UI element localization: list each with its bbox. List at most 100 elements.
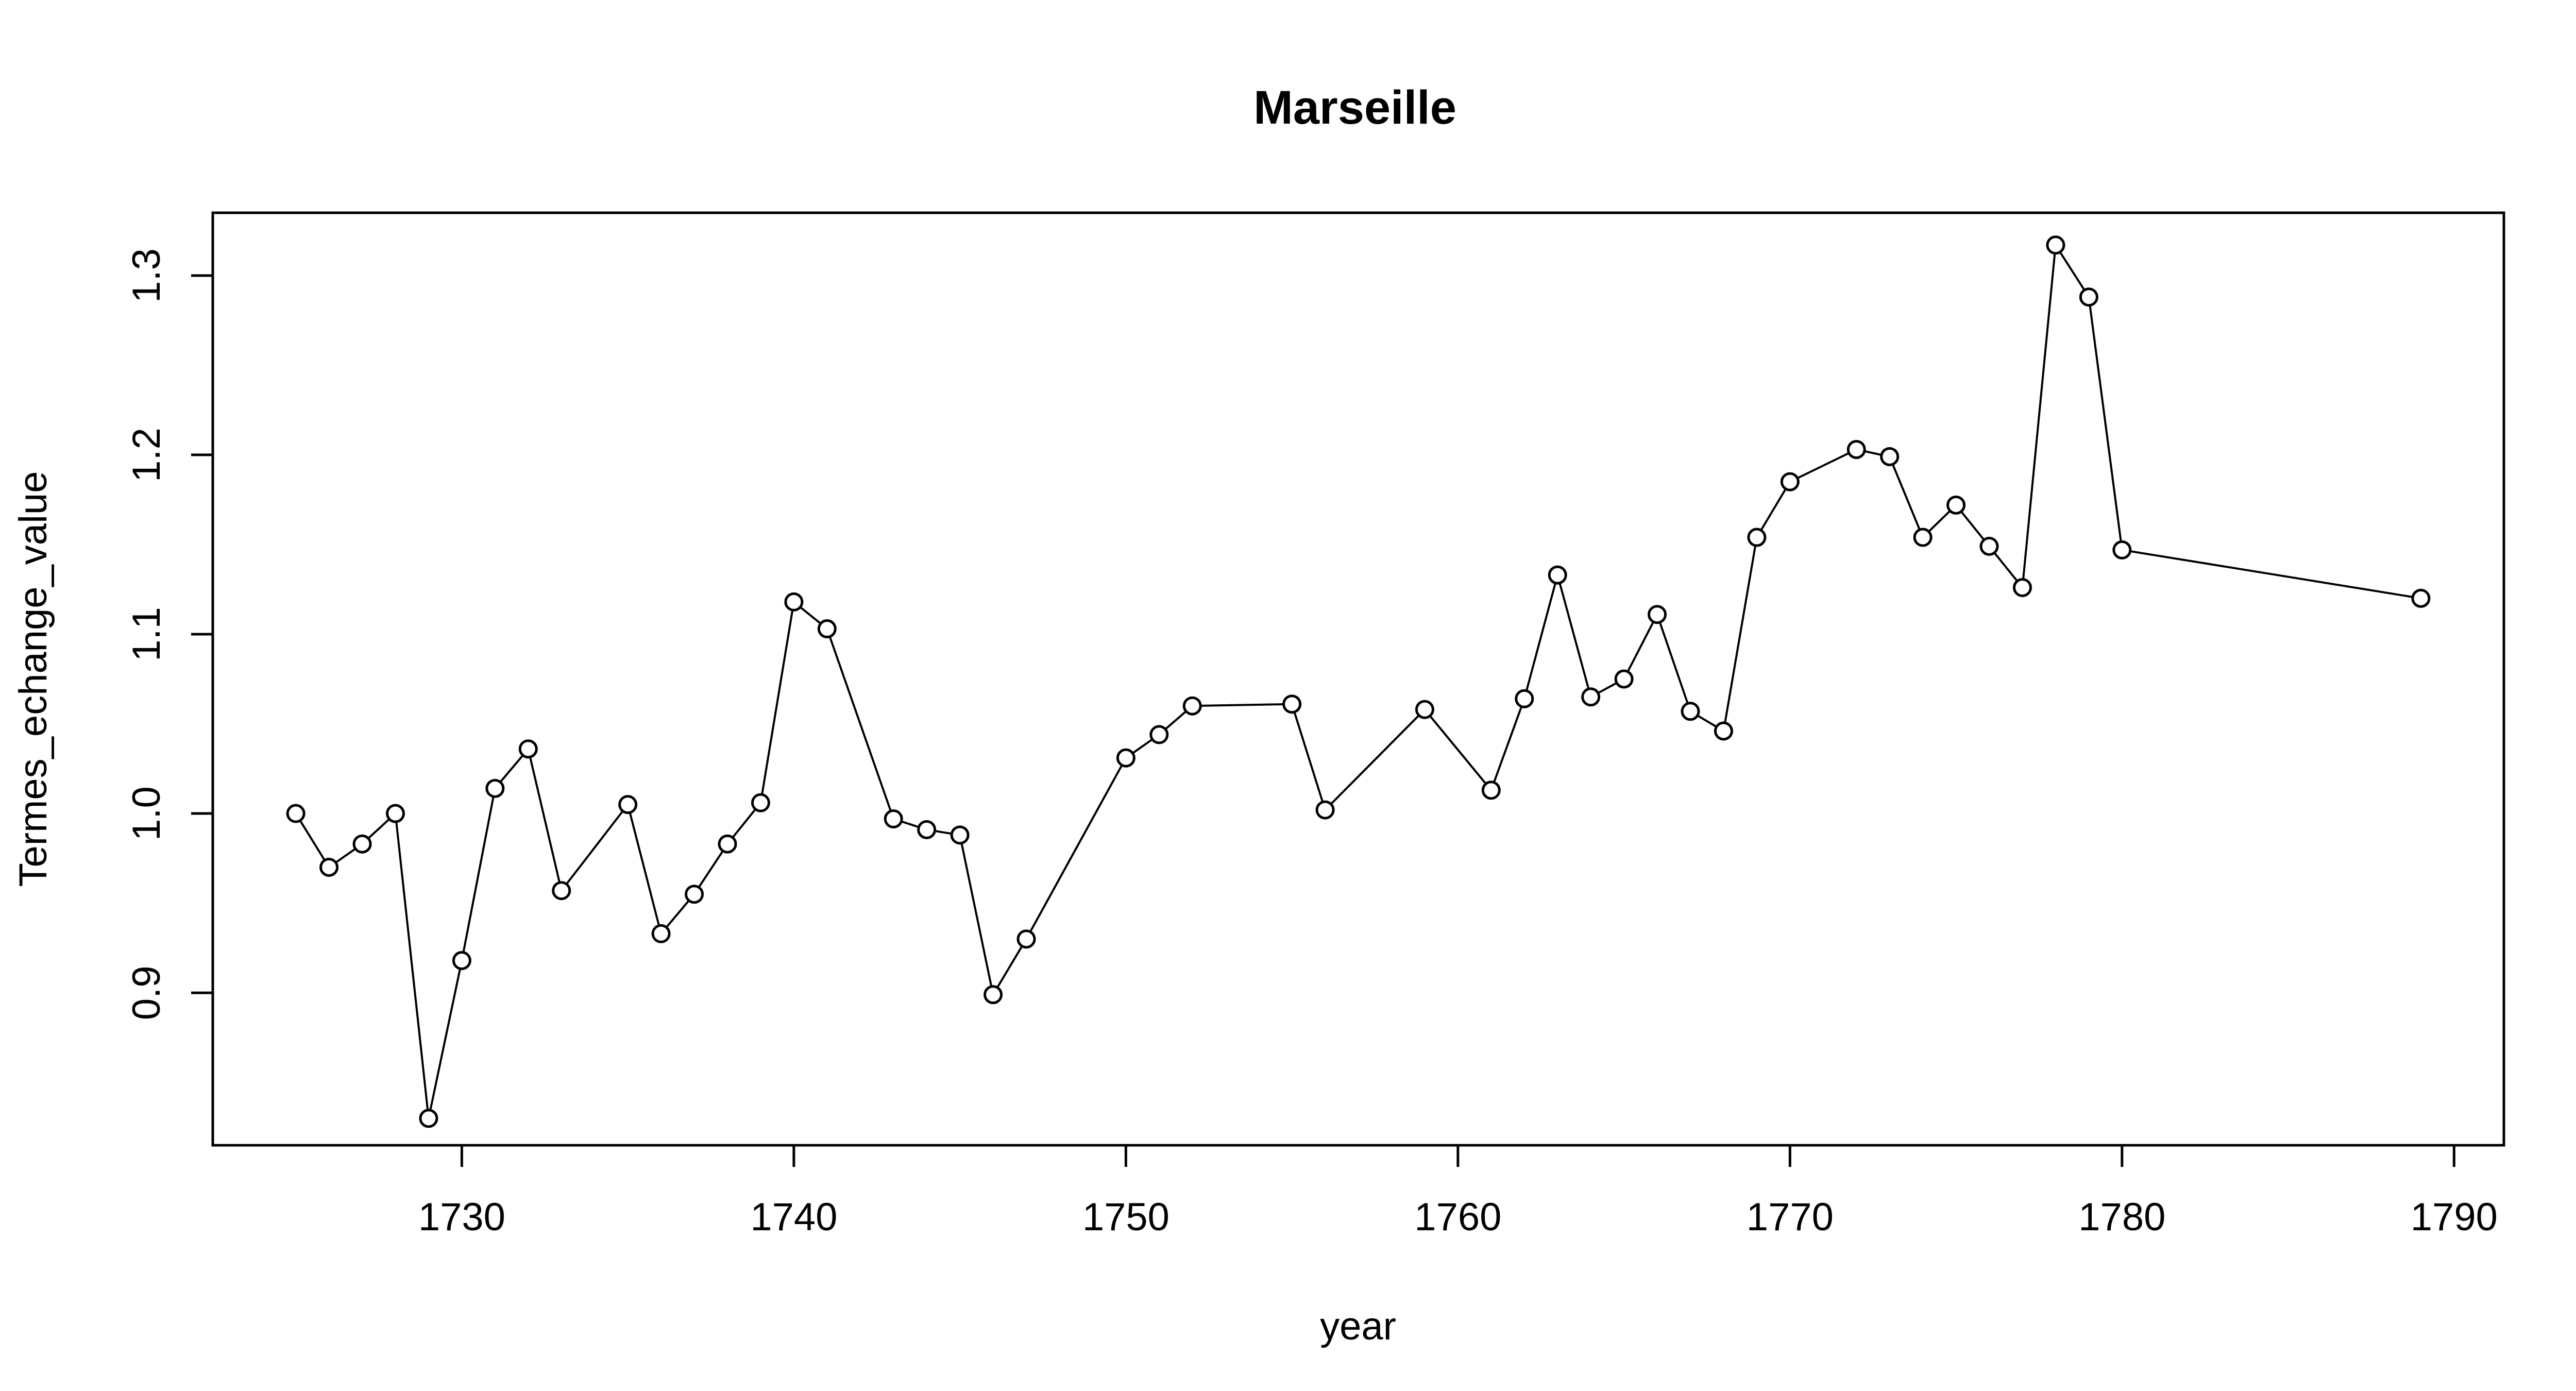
series-line-segment [1164,710,1187,730]
series-line-segment [1493,706,1523,783]
series-line-segment [2089,305,2122,542]
series-line-segment [901,820,920,828]
x-tick-label: 1780 [2078,1195,2165,1239]
series-line-segment [1597,682,1617,694]
series-line-segment [1928,510,1951,533]
data-point [1415,700,1434,719]
data-point [2046,235,2065,255]
data-point [2012,578,2032,597]
data-point [2112,540,2132,559]
data-point [718,834,737,854]
series-line-segment [1697,715,1717,728]
series-line-segment [665,900,690,928]
data-point [1979,536,1999,556]
series-line-segment [1330,715,1420,805]
data-point [1946,495,1966,515]
series-line-segment [1797,452,1850,479]
data-point [1149,725,1169,744]
data-point [1548,565,1567,585]
data-point [685,885,704,904]
data-point [1913,528,1933,547]
y-tick-label: 1.2 [125,428,168,482]
series-line-segment [462,796,495,953]
data-point [286,804,306,823]
y-tick-label: 0.9 [125,965,168,1020]
series-line-segment [299,820,326,861]
series-line-segment [800,606,822,625]
data-point [1282,694,1302,714]
series-line-segment [960,843,993,987]
series-line-segment [1029,765,1123,932]
data-point [1648,605,1667,624]
x-tick-label: 1770 [1747,1195,1834,1239]
y-tick-label: 1.1 [125,607,168,661]
data-point [1581,687,1601,707]
series-line-segment [335,847,357,863]
series-line-segment [529,756,561,883]
series-line-segment [1293,711,1324,803]
plot-frame [211,211,2505,1147]
data-point [1846,439,1866,459]
series-line-segment [2059,251,2086,291]
data-point [1515,689,1534,708]
y-axis: 0.9 1.0 1.1 1.2 1.3 [125,248,214,1020]
data-point [1714,721,1733,741]
chart-title: Marseille [1253,81,1456,134]
series-line-segment [2130,550,2413,598]
data-point [552,881,571,901]
x-tick-label: 1750 [1082,1195,1170,1239]
series-line-segment [2022,253,2056,580]
data-point [1614,669,1634,689]
data-point [319,857,339,877]
series-line-segment [429,968,462,1111]
data-point [1315,800,1335,820]
data-point [452,951,471,970]
y-tick-label: 1.0 [125,786,168,841]
series-line-segment [1960,511,1985,541]
data-point [352,834,372,854]
series-line-segment [1558,583,1590,689]
data-point [1681,702,1700,721]
series-line-segment [828,636,892,812]
series-line-segment [1658,622,1689,704]
y-axis-label: Termes_echange_value [11,471,55,887]
x-tick-label: 1740 [750,1195,837,1239]
data-point [419,1109,438,1128]
x-tick-label: 1760 [1414,1195,1501,1239]
data-point [485,778,505,798]
series-line-segment [395,821,429,1111]
y-tick-label: 1.3 [125,248,168,303]
x-axis: 1730 1740 1750 1760 1770 1780 1790 [418,1144,2498,1239]
data-point [2079,287,2098,307]
series-line-segment [1200,703,1284,707]
data-point [784,592,804,612]
series-line-segment [1626,621,1655,672]
series-line-segment [629,812,660,926]
series-layer [286,235,2431,1128]
series-line-segment [935,829,952,835]
data-point [984,985,1003,1005]
data-point [1481,781,1501,800]
data-point [817,619,837,639]
data-point [1880,447,1900,466]
data-point [1016,929,1036,949]
data-point [518,739,538,759]
series-line-segment [1891,464,1921,530]
series-line-segment [1132,738,1153,754]
data-point [917,820,937,839]
data-point [2411,588,2431,608]
x-tick-label: 1790 [2411,1195,2498,1239]
x-tick-label: 1730 [418,1195,505,1239]
series-line-segment [367,818,391,839]
data-point [1780,472,1800,491]
series-line-segment [1724,545,1757,723]
x-axis-label: year [1320,1304,1396,1348]
series-line-segment [1993,552,2019,582]
series-line-segment [996,945,1023,988]
data-point [651,924,671,943]
data-point [385,804,405,823]
series-line-segment [499,754,524,783]
series-line-segment [565,810,624,885]
data-point [950,825,970,845]
data-point [1182,696,1202,716]
